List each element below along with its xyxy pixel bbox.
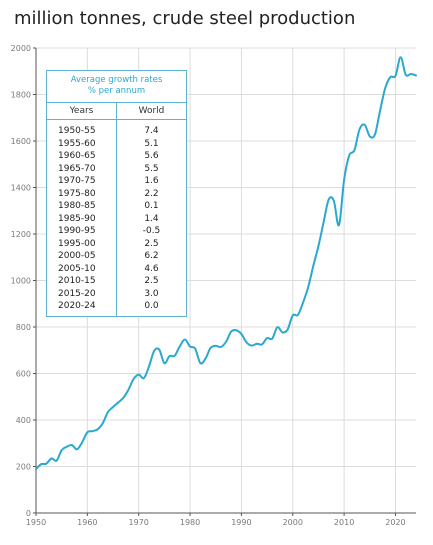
table-row-years: 1960-65 xyxy=(58,151,96,161)
table-row-world: 2.5 xyxy=(144,276,159,286)
y-tick-label: 600 xyxy=(16,370,31,379)
table-caption-line1: Average growth rates xyxy=(70,75,163,85)
table-caption-line2: % per annum xyxy=(87,86,146,96)
table-row-years: 1985-90 xyxy=(58,213,96,224)
table-row-world: 7.4 xyxy=(144,126,159,136)
table-row-years: 2005-10 xyxy=(58,263,96,274)
table-row-world: 0.0 xyxy=(144,301,159,311)
world-column: 7.4 5.1 5.6 5.5 1.6 2.2 0.1 1.4 -0.5 2.5 6.2 4.6 2.5… xyxy=(117,120,186,316)
x-axis-ticks: 1950 1960 1970 1980 1990 2000 2010 2020 xyxy=(26,513,406,527)
table-row-years: 2015-20 xyxy=(58,288,96,299)
table-row-years: 1990-95 xyxy=(58,226,96,236)
table-body: 1950-55 1955-60 1960-65 1965-70 1970-75 1975-… xyxy=(47,120,186,316)
table-row-world: 5.1 xyxy=(144,138,159,149)
axes xyxy=(35,48,416,514)
table-row-years: 2010-15 xyxy=(58,276,96,286)
x-tick-label: 1950 xyxy=(26,518,46,527)
years-column: 1950-55 1955-60 1960-65 1965-70 1970-75 1975-… xyxy=(47,120,117,316)
y-tick-label: 800 xyxy=(16,323,31,332)
chart-title: million tonnes, crude steel production xyxy=(14,8,356,29)
table-row-world: -0.5 xyxy=(142,226,161,236)
table-row-world: 6.2 xyxy=(144,251,159,261)
x-tick-label: 1980 xyxy=(180,518,200,527)
table-row-years: 1980-85 xyxy=(58,201,96,211)
y-tick-label: 0 xyxy=(26,509,31,518)
y-tick-label: 1200 xyxy=(11,230,31,239)
y-tick-label: 1000 xyxy=(11,277,31,286)
series-line-world-steel xyxy=(35,56,417,471)
y-tick-label: 1800 xyxy=(11,91,31,100)
y-tick-label: 1600 xyxy=(11,137,31,146)
table-row-world: 5.5 xyxy=(144,163,159,174)
y-tick-label: 1400 xyxy=(11,184,31,193)
y-tick-label: 200 xyxy=(16,463,31,472)
x-tick-label: 2010 xyxy=(334,518,354,527)
table-row-world: 4.6 xyxy=(144,263,159,274)
table-caption: Average growth rates % per annum xyxy=(47,71,186,103)
table-row-world: 0.1 xyxy=(144,201,159,211)
table-row-world: 2.2 xyxy=(144,188,159,199)
table-header: Years World xyxy=(47,103,186,120)
table-row-world: 1.6 xyxy=(144,176,159,186)
table-row-years: 1975-80 xyxy=(58,188,96,199)
x-tick-label: 2000 xyxy=(283,518,303,527)
table-row-world: 1.4 xyxy=(144,213,159,224)
x-tick-label: 2020 xyxy=(385,518,405,527)
table-row-years: 2000-05 xyxy=(58,251,96,261)
y-tick-label: 400 xyxy=(16,416,31,425)
table-row-world: 5.6 xyxy=(144,151,159,161)
table-row-world: 2.5 xyxy=(144,238,159,249)
table-row-years: 1965-70 xyxy=(58,163,96,174)
y-axis-ticks: 0 200 400 600 800 1000 1200 1400 1600 1800 2000 xyxy=(11,44,36,518)
table-row-years: 1950-55 xyxy=(58,126,96,136)
table-row-years: 1995-00 xyxy=(58,238,96,249)
table-row-world: 3.0 xyxy=(144,288,159,299)
x-tick-label: 1970 xyxy=(129,518,149,527)
table-row-years: 1970-75 xyxy=(58,176,96,186)
x-tick-label: 1990 xyxy=(231,518,251,527)
header-world: World xyxy=(138,106,165,116)
x-tick-label: 1960 xyxy=(77,518,97,527)
table-row-years: 1955-60 xyxy=(58,138,96,149)
header-years: Years xyxy=(47,103,117,119)
y-tick-label: 2000 xyxy=(11,44,31,53)
growth-rates-table: Average growth rates % per annum Years W… xyxy=(46,70,187,317)
table-row-years: 2020-24 xyxy=(58,301,96,311)
